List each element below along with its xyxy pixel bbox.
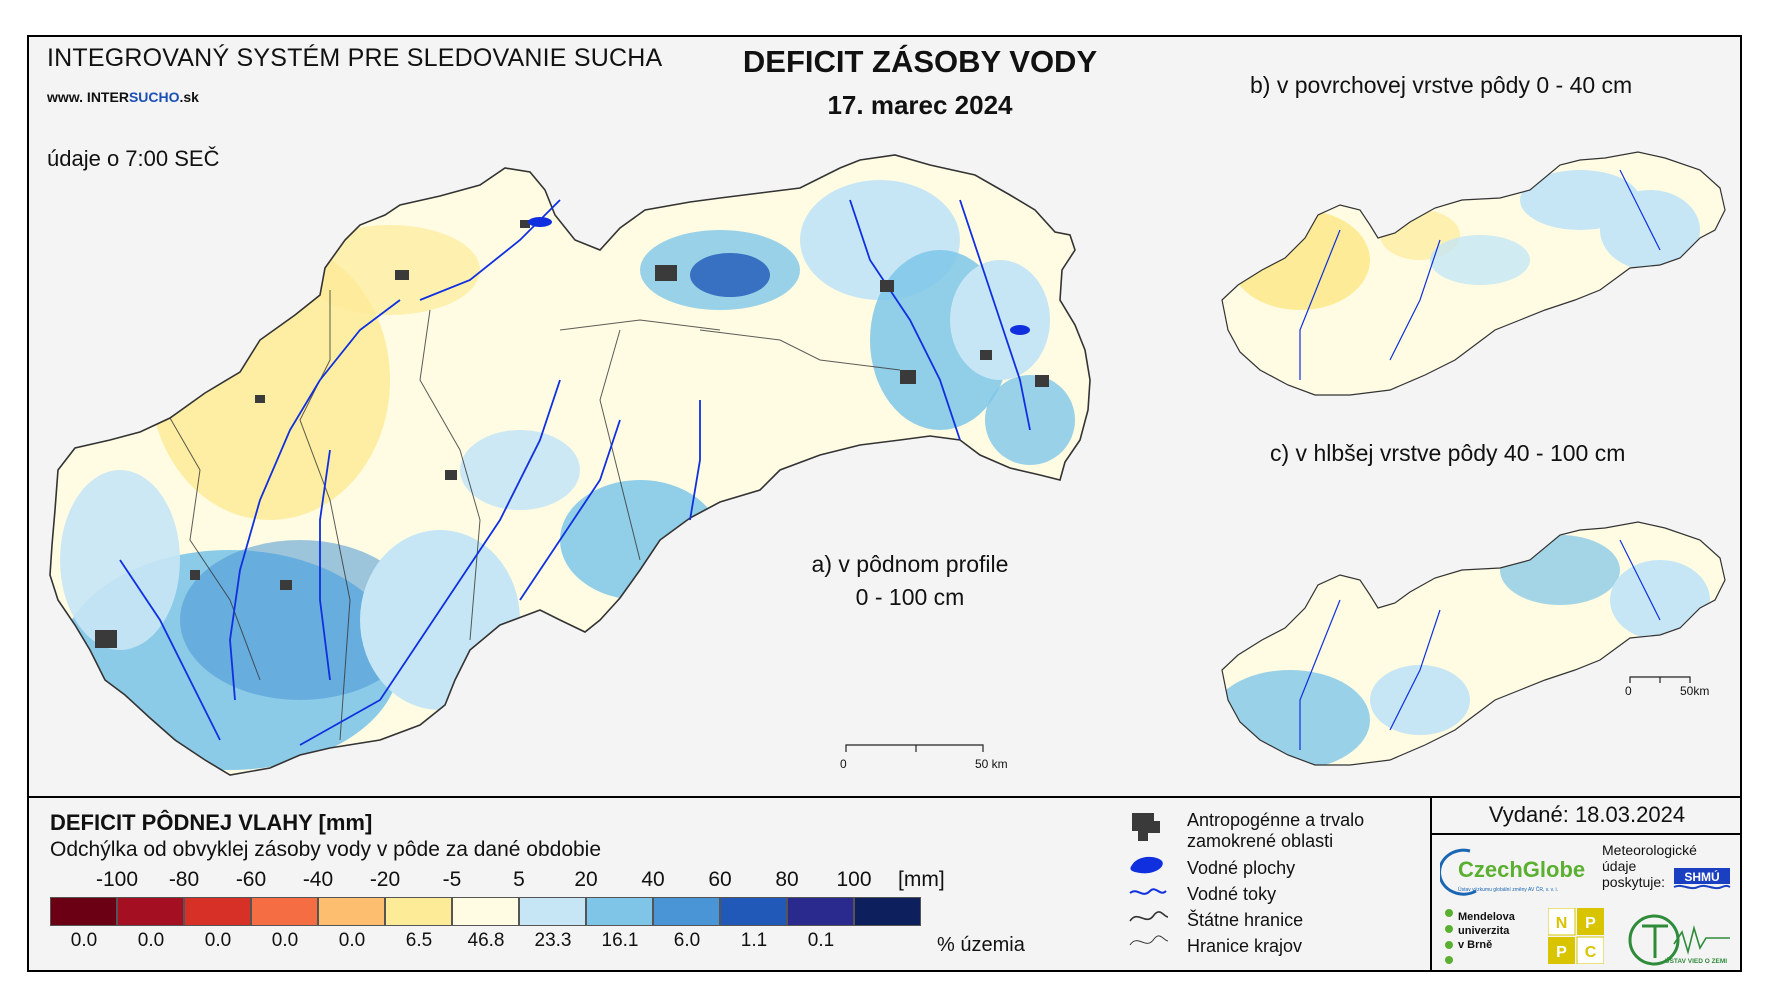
symbol-water-label: Vodné plochy bbox=[1187, 858, 1296, 878]
legend-tick: -80 bbox=[168, 868, 200, 891]
legend-swatch bbox=[586, 897, 653, 926]
legend-percent-value: 0.0 bbox=[204, 930, 232, 951]
symbol-urban-label: Antropogénne a trvalo zamokrené oblasti bbox=[1187, 810, 1365, 851]
river-icon bbox=[1129, 888, 1167, 895]
uvz-logo: ÚSTAV VIED O ZEMI bbox=[1628, 914, 1730, 966]
legend-percent-value: 0.1 bbox=[807, 930, 835, 951]
legend-unit: [mm] bbox=[898, 868, 945, 891]
legend-percent-value: 46.8 bbox=[467, 930, 505, 951]
svg-text:P: P bbox=[1585, 915, 1596, 932]
legend-divider bbox=[27, 796, 1742, 798]
scale-small-end: 50km bbox=[1680, 684, 1710, 698]
legend-swatch bbox=[854, 897, 921, 926]
map-c-label: c) v hlbšej vrstve pôdy 40 - 100 cm bbox=[1270, 440, 1626, 466]
czechglobe-logo: CzechGlobe Ústav výzkumu globální změny … bbox=[1440, 848, 1585, 896]
legend-tick: -100 bbox=[95, 868, 139, 891]
legend-tick: -40 bbox=[302, 868, 334, 891]
map-b-label: b) v povrchovej vrstve pôdy 0 - 40 cm bbox=[1250, 72, 1633, 98]
mendel-university-logo: Mendelova univerzita v Brně bbox=[1458, 911, 1515, 951]
legend-tick: 5 bbox=[513, 868, 525, 891]
legend-swatch bbox=[251, 897, 318, 926]
svg-text:P: P bbox=[1556, 944, 1567, 961]
legend-percent-value: 1.1 bbox=[740, 930, 768, 951]
legend-swatch bbox=[50, 897, 117, 926]
legend-swatch bbox=[318, 897, 385, 926]
legend-subtitle: Odchýlka od obvyklej zásoby vody v pôde … bbox=[50, 838, 602, 861]
legend-swatch bbox=[653, 897, 720, 926]
legend-percent-value: 23.3 bbox=[534, 930, 572, 951]
legend-tick: 100 bbox=[836, 868, 872, 891]
legend-percent-value: 0.0 bbox=[338, 930, 366, 951]
legend-tick: 60 bbox=[708, 868, 732, 891]
legend-percent-value: 6.5 bbox=[405, 930, 433, 951]
legend-swatch bbox=[117, 897, 184, 926]
symbol-river-label: Vodné toky bbox=[1187, 884, 1277, 904]
legend-title: DEFICIT PÔDNEJ VLAHY [mm] bbox=[50, 810, 373, 835]
legend-swatch bbox=[452, 897, 519, 926]
symbol-region-border-label: Hranice krajov bbox=[1187, 936, 1303, 956]
page-title: DEFICIT ZÁSOBY VODY bbox=[742, 44, 1098, 79]
svg-text:N: N bbox=[1556, 915, 1568, 932]
legend-percent-value: 6.0 bbox=[673, 930, 701, 951]
water-body-icon bbox=[1130, 856, 1163, 874]
legend-tick: 80 bbox=[775, 868, 799, 891]
symbol-legend-icons bbox=[1129, 813, 1169, 946]
legend-swatch bbox=[720, 897, 787, 926]
state-border-icon bbox=[1129, 911, 1169, 922]
svg-text:Ústav výzkumu globální změny A: Ústav výzkumu globální změny AV ČR, v. v… bbox=[1458, 886, 1558, 893]
svg-text:SHMÚ: SHMÚ bbox=[1684, 869, 1719, 884]
region-border-icon bbox=[1129, 935, 1169, 946]
legend-swatch bbox=[519, 897, 586, 926]
scale-small-zero: 0 bbox=[1625, 684, 1632, 698]
svg-text:ÚSTAV VIED O ZEMI: ÚSTAV VIED O ZEMI bbox=[1665, 956, 1727, 965]
urban-area-icon bbox=[1132, 813, 1160, 841]
issued-date: Vydané: 18.03.2024 bbox=[1488, 802, 1686, 827]
legend-swatch bbox=[787, 897, 854, 926]
legend-percent-value: 0.0 bbox=[70, 930, 98, 951]
meteo-provider-note: Meteorologické údaje poskytuje: bbox=[1602, 842, 1697, 890]
issued-box bbox=[1430, 796, 1742, 972]
legend-tick: -20 bbox=[369, 868, 401, 891]
legend-percent-value: 16.1 bbox=[601, 930, 639, 951]
data-time-note: údaje o 7:00 SEČ bbox=[47, 146, 220, 171]
legend-tick: -60 bbox=[235, 868, 267, 891]
svg-text:C: C bbox=[1585, 944, 1597, 961]
scale-main-zero: 0 bbox=[840, 757, 847, 771]
legend-percent-value: 0.0 bbox=[271, 930, 299, 951]
nppc-logo: N P P C bbox=[1548, 908, 1604, 964]
legend-swatch bbox=[184, 897, 251, 926]
issued-divider bbox=[1430, 833, 1742, 835]
legend-percent-label: % územia bbox=[937, 934, 1025, 956]
legend-swatch bbox=[385, 897, 452, 926]
legend-tick: 40 bbox=[641, 868, 665, 891]
scale-main-end: 50 km bbox=[975, 757, 1008, 771]
mendel-logo-dots bbox=[1445, 909, 1453, 964]
system-title: INTEGROVANÝ SYSTÉM PRE SLEDOVANIE SUCHA bbox=[47, 44, 663, 72]
shmu-logo: SHMÚ bbox=[1673, 868, 1731, 890]
map-a-label: a) v pôdnom profile 0 - 100 cm bbox=[811, 551, 1009, 610]
legend-percent-value: 0.0 bbox=[137, 930, 165, 951]
website-link[interactable]: www. INTERSUCHO.sk bbox=[47, 89, 199, 105]
symbol-state-border-label: Štátne hranice bbox=[1187, 910, 1304, 930]
map-date: 17. marec 2024 bbox=[827, 90, 1013, 120]
legend-tick: 20 bbox=[574, 868, 598, 891]
svg-text:CzechGlobe: CzechGlobe bbox=[1458, 857, 1585, 882]
legend-tick: -5 bbox=[442, 868, 462, 891]
